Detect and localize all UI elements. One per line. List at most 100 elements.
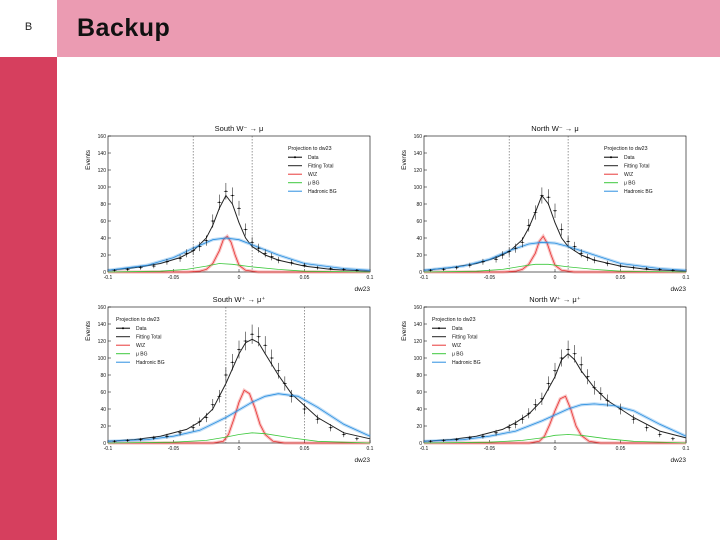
legend-entry: W/Z	[452, 343, 461, 349]
data-point	[256, 243, 261, 253]
legend-entry: μ BG	[452, 352, 464, 358]
legend-entry: Hadronic BG	[136, 360, 165, 366]
data-point	[670, 436, 675, 441]
y-tick-label: 140	[98, 151, 107, 157]
data-point	[263, 249, 268, 258]
data-point	[533, 399, 538, 411]
data-point	[454, 265, 459, 270]
data-point	[441, 267, 446, 271]
data-point	[151, 263, 156, 269]
y-tick-label: 20	[416, 253, 422, 259]
plot-frame	[107, 306, 371, 444]
data-point	[494, 429, 499, 436]
legend-entry: W/Z	[136, 343, 145, 349]
data-point	[197, 417, 202, 426]
y-tick-label: 80	[100, 202, 106, 208]
y-axis-label: Events	[401, 149, 408, 170]
y-tick-label: 40	[416, 407, 422, 413]
x-tick-label: 0.1	[367, 446, 374, 452]
data-point	[553, 203, 557, 219]
data-point	[428, 440, 433, 443]
legend-entry: Fitting Total	[624, 164, 649, 170]
data-point	[178, 255, 183, 262]
data-point	[553, 362, 557, 379]
data-point	[618, 403, 623, 415]
data-point	[230, 187, 235, 204]
series-line-hadronic-bg	[423, 241, 687, 271]
series-line-hadronic-bg	[107, 393, 371, 442]
data-point	[354, 436, 359, 441]
y-tick-label: 80	[100, 373, 106, 379]
y-tick-label: 140	[98, 322, 107, 328]
data-point	[210, 214, 215, 228]
x-axis-label: dw23	[670, 457, 686, 464]
data-point	[302, 403, 307, 415]
data-point	[546, 376, 551, 391]
data-point	[138, 437, 143, 442]
chart-legend: Projection to dw23 Data Fitting Total W/Z μ …	[604, 146, 653, 195]
data-point	[210, 399, 215, 411]
data-point	[494, 255, 499, 263]
chart-panel-north-wminus: North W⁻ → μ 0 20 40 60 80 100 120 140 160 -0.1 -0.…	[398, 122, 698, 305]
y-tick-label: 20	[100, 253, 106, 259]
data-point	[237, 340, 241, 359]
data-point	[520, 237, 525, 248]
x-tick-label: 0.05	[616, 446, 626, 452]
data-point	[585, 254, 590, 262]
data-point	[178, 429, 183, 436]
y-tick-label: 100	[414, 356, 423, 362]
data-point	[598, 387, 603, 401]
y-tick-label: 160	[414, 134, 423, 140]
data-point	[217, 194, 222, 210]
slide-letter-box: B	[0, 0, 57, 57]
data-point	[230, 353, 235, 371]
legend-entry: Data	[136, 326, 147, 332]
x-tick-label: 0.05	[300, 275, 310, 281]
slide-title: Backup	[77, 14, 171, 42]
x-axis-label: dw23	[670, 286, 686, 293]
data-point	[572, 345, 577, 363]
legend-entry: Hadronic BG	[624, 189, 653, 195]
x-tick-label: -0.1	[104, 446, 113, 452]
legend-entry: W/Z	[308, 172, 317, 178]
chart-panel-south-wplus: South W⁺ → μ⁺ 0 20 40 60 80 100 120 140 160 -0.1 -0…	[82, 293, 382, 476]
chart-title: South W⁺ → μ⁺	[213, 295, 266, 304]
data-point	[428, 269, 433, 272]
series-line-bg	[107, 263, 371, 273]
legend-entry: Data	[308, 155, 319, 161]
chart-north-wplus: North W⁺ → μ⁺ 0 20 40 60 80 100 120 140 160 -0.1 -0…	[401, 295, 690, 464]
legend-entry: Hadronic BG	[308, 189, 337, 195]
data-point	[237, 200, 241, 216]
data-point	[125, 438, 130, 442]
x-tick-label: 0.1	[367, 275, 374, 281]
legend-entry: μ BG	[308, 181, 320, 187]
data-point	[467, 435, 472, 440]
legend-title: Projection to dw23	[288, 146, 332, 152]
data-point	[164, 433, 169, 439]
data-point	[204, 235, 209, 246]
data-point	[546, 189, 551, 206]
x-tick-label: 0	[238, 446, 241, 452]
data-point	[302, 262, 307, 268]
y-tick-label: 0	[419, 441, 422, 447]
data-point	[605, 260, 610, 267]
series-line-bg	[107, 432, 371, 444]
data-point	[513, 420, 518, 429]
legend-entry: μ BG	[624, 181, 636, 187]
data-point	[256, 327, 261, 347]
data-point	[579, 249, 584, 258]
title-bar	[57, 0, 720, 57]
y-tick-label: 120	[414, 339, 423, 345]
y-tick-label: 60	[416, 219, 422, 225]
data-point	[631, 414, 636, 424]
y-tick-label: 120	[98, 168, 107, 174]
data-point	[217, 389, 222, 403]
y-tick-label: 160	[98, 134, 107, 140]
data-point	[354, 269, 359, 272]
y-tick-label: 140	[414, 151, 423, 157]
data-point	[480, 258, 485, 265]
data-point	[533, 205, 538, 220]
y-axis-label: Events	[85, 320, 92, 341]
series-line-fitting-total	[107, 194, 371, 272]
data-point	[204, 412, 209, 423]
